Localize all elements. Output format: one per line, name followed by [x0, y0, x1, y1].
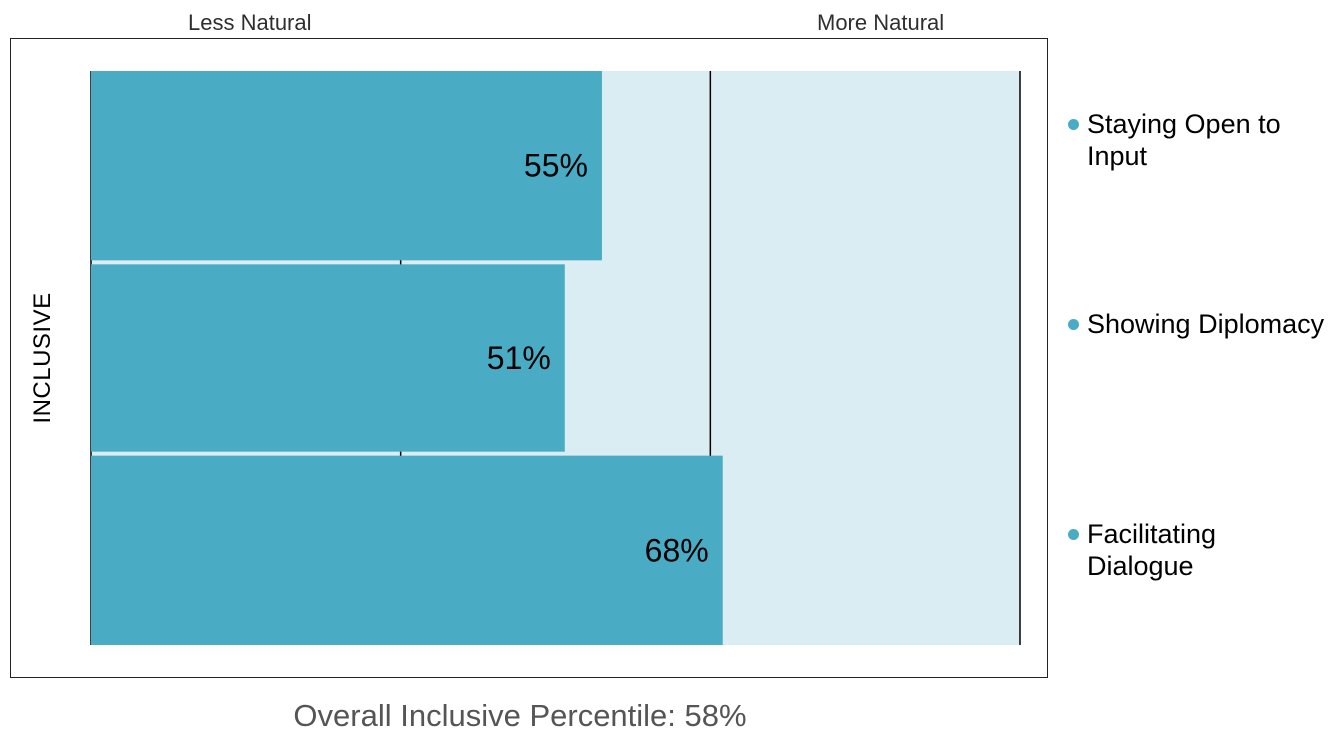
bar-1 [91, 264, 565, 452]
overall-percentile-footer: Overall Inclusive Percentile: 58% [293, 698, 747, 733]
chart-frame [10, 38, 1048, 678]
legend-label: Showing Diplomacy [1087, 309, 1325, 339]
legend-dot-icon [1068, 319, 1079, 330]
legend-dot-icon [1068, 529, 1079, 540]
less-natural-label: Less Natural [188, 10, 312, 35]
more-natural-label: More Natural [817, 10, 945, 35]
legend-label: Facilitating Dialogue [1087, 519, 1217, 581]
bar-2 [91, 455, 723, 645]
bar-value-label-2: 68% [645, 532, 709, 568]
legend-label: Staying Open to Input [1087, 109, 1281, 171]
bar-value-label-1: 51% [487, 340, 551, 376]
bar-0 [91, 71, 602, 261]
legend-dot-icon [1068, 119, 1079, 130]
bar-value-label-0: 55% [524, 148, 588, 184]
inclusive-axis-label: INCLUSIVE [29, 292, 56, 424]
